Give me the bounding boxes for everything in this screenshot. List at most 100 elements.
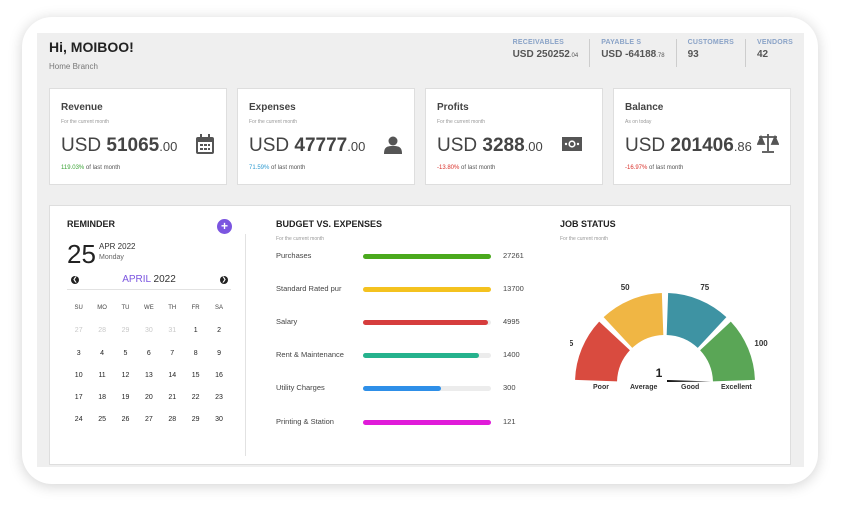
calendar-day[interactable]: 21 [168, 394, 177, 402]
budget-row-value: 121 [503, 417, 516, 426]
card-subtitle: For the current month [437, 119, 486, 125]
reminder-weekday: Monday [99, 254, 124, 261]
budget-subtitle: For the current month [276, 236, 325, 242]
calendar-day[interactable]: 16 [215, 371, 223, 379]
chevron-left-icon[interactable]: ❮ [71, 276, 79, 284]
gauge-segment [603, 293, 664, 348]
card-change: -16.97% of last month [625, 165, 684, 171]
calendar-day[interactable]: 19 [121, 394, 130, 402]
budget-row[interactable]: Rent & Maintenance 1400 [276, 350, 536, 362]
calendar-day[interactable]: 7 [170, 349, 175, 357]
calendar-day[interactable]: 28 [168, 416, 177, 424]
budget-row[interactable]: Purchases 27261 [276, 251, 536, 263]
stat-decimal: .04 [569, 53, 579, 59]
stat-label: RECEIVABLES [512, 39, 565, 46]
card-balance[interactable]: Balance As on today USD 201406.86 -16.97… [613, 88, 791, 185]
gauge-legend-label: Poor [593, 384, 609, 391]
calendar-day[interactable]: 28 [98, 327, 106, 335]
budget-bar-track [363, 420, 491, 425]
bottom-panel: REMINDER + 25 APR 2022 Monday ❮ APRIL 20… [49, 205, 791, 465]
calendar-day[interactable]: 29 [191, 416, 200, 424]
calendar-day[interactable]: 3 [76, 349, 81, 357]
budget-bar-track [363, 287, 491, 292]
budget-row[interactable]: Salary 4995 [276, 317, 536, 329]
budget-bar-fill [363, 254, 491, 259]
stat-payables[interactable]: PAYABLE S USD -64188.78 [589, 39, 675, 67]
gauge-tick-label: 50 [621, 283, 630, 292]
add-reminder-button[interactable]: + [217, 219, 232, 234]
card-change: 71.59% of last month [249, 165, 306, 171]
job-status-title: JOB STATUS [560, 219, 616, 229]
budget-bar-track [363, 386, 491, 391]
calendar-grid: SU MO TU WE TH FR SA 27 28 29 30 31 1 2 3 4 5 6 7 8 9 10 11 12 1… [67, 305, 231, 439]
calendar-day[interactable]: 11 [98, 371, 106, 379]
weekday-label: WE [144, 305, 154, 311]
budget-bar-track [363, 320, 491, 325]
budget-bar-track [363, 353, 491, 358]
weekday-label: SA [215, 305, 224, 311]
budget-row[interactable]: Utility Charges 300 [276, 383, 536, 395]
calendar-day[interactable]: 26 [121, 416, 130, 424]
calendar-day[interactable]: 27 [144, 416, 153, 424]
calendar-day[interactable]: 4 [100, 349, 105, 357]
card-profits[interactable]: Profits For the current month USD 3288.0… [425, 88, 603, 185]
stat-label: PAYABLE S [601, 39, 642, 46]
calendar-day[interactable]: 24 [74, 416, 83, 424]
stat-customers[interactable]: CUSTOMERS 93 [675, 39, 745, 67]
budget-row-value: 13700 [503, 284, 524, 293]
calendar-day[interactable]: 6 [146, 349, 151, 357]
budget-row-name: Utility Charges [276, 383, 325, 392]
stat-value: 42 [756, 49, 769, 60]
calendar-day[interactable]: 25 [98, 416, 106, 424]
stat-vendors[interactable]: VENDORS 42 [744, 39, 804, 67]
calendar-day[interactable]: 17 [74, 394, 83, 402]
stat-receivables[interactable]: RECEIVABLES USD 250252.04 [502, 39, 590, 67]
calendar-day[interactable]: 12 [121, 371, 130, 379]
divider [245, 234, 246, 456]
card-subtitle: As on today [625, 119, 652, 125]
calendar-day[interactable]: 27 [74, 327, 83, 335]
gauge-needle [667, 380, 711, 382]
chevron-right-icon[interactable]: ❯ [220, 276, 228, 284]
calendar-day[interactable]: 5 [123, 349, 128, 357]
calendar-day[interactable]: 2 [217, 327, 221, 335]
calendar-day[interactable]: 18 [98, 394, 106, 402]
card-revenue[interactable]: Revenue For the current month USD 51065.… [49, 88, 227, 185]
calendar-day[interactable]: 15 [191, 371, 200, 379]
budget-row-name: Salary [276, 317, 298, 326]
calendar-week: 17 18 19 20 21 22 23 [67, 394, 231, 416]
calendar-day[interactable]: 30 [215, 416, 223, 424]
calendar-icon [195, 134, 215, 160]
gauge-value: 1 [656, 366, 663, 380]
budget-row-value: 27261 [503, 251, 524, 260]
budget-bar-fill [363, 386, 442, 391]
card-amount: USD 201406.86 [625, 135, 752, 156]
calendar-day[interactable]: 9 [217, 349, 221, 357]
calendar-day[interactable]: 30 [144, 327, 153, 335]
card-amount: USD 47777.00 [249, 135, 366, 156]
calendar-day[interactable]: 23 [215, 394, 223, 402]
calendar-day[interactable]: 29 [121, 327, 130, 335]
weekday-label: TH [168, 305, 177, 311]
calendar-day[interactable]: 20 [144, 394, 153, 402]
calendar-day[interactable]: 22 [191, 394, 200, 402]
calendar-day[interactable]: 31 [168, 327, 177, 335]
calendar-day[interactable]: 1 [193, 327, 198, 335]
calendar-day[interactable]: 14 [168, 371, 177, 379]
budget-row[interactable]: Printing & Station 121 [276, 417, 536, 429]
card-title: Profits [437, 102, 469, 113]
budget-row-value: 300 [503, 383, 516, 392]
stat-label: VENDORS [756, 39, 793, 46]
budget-bar-fill [363, 287, 491, 292]
calendar-day[interactable]: 13 [144, 371, 153, 379]
calendar-day[interactable]: 8 [193, 349, 198, 357]
stat-value: 93 [687, 49, 699, 60]
reminder-day: 25 [67, 239, 96, 269]
budget-row-name: Printing & Station [276, 417, 334, 426]
branch-name: Home Branch [49, 62, 98, 71]
card-expenses[interactable]: Expenses For the current month USD 47777… [237, 88, 415, 185]
calendar-week: 10 11 12 13 14 15 16 [67, 372, 231, 394]
calendar-day[interactable]: 10 [74, 371, 83, 379]
budget-row[interactable]: Standard Rated pur 13700 [276, 284, 536, 296]
reminder-title: REMINDER [67, 219, 116, 229]
